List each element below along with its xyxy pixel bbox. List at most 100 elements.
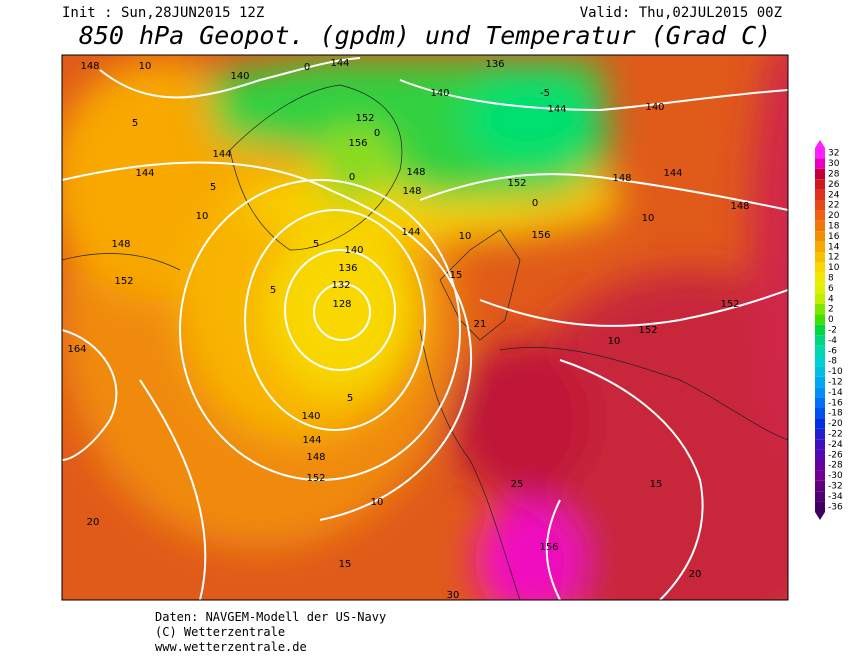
contour-label: 156 xyxy=(531,230,550,241)
contour-label: 148 xyxy=(612,173,631,184)
colorbar-label: 4 xyxy=(828,294,834,304)
contour-label: 10 xyxy=(608,336,621,347)
map-title: 850 hPa Geopot. (gpdm) und Temperatur (G… xyxy=(79,21,771,50)
colorbar-swatch xyxy=(815,439,825,450)
colorbar-label: 16 xyxy=(828,232,840,242)
footer-url: www.wetterzentrale.de xyxy=(155,640,307,654)
colorbar-label: 2 xyxy=(828,305,834,315)
colorbar-label: 28 xyxy=(828,170,840,180)
contour-label: 20 xyxy=(87,517,100,528)
contour-label: 144 xyxy=(330,58,349,69)
colorbar-label: 32 xyxy=(828,149,839,159)
colorbar-swatch xyxy=(815,252,825,263)
contour-label: 0 xyxy=(374,128,380,139)
contour-label: 152 xyxy=(638,325,657,336)
contour-label: 148 xyxy=(306,452,325,463)
contour-label: 5 xyxy=(210,182,216,193)
contour-label: 10 xyxy=(139,61,152,72)
colorbar-label: -16 xyxy=(828,398,843,408)
colorbar-swatch xyxy=(815,460,825,471)
colorbar-label: -14 xyxy=(828,388,843,398)
map-frame xyxy=(61,54,789,601)
contour-label: 144 xyxy=(302,435,321,446)
colorbar-swatch xyxy=(815,501,825,512)
contour-label: 5 xyxy=(132,118,138,129)
contour-label: 10 xyxy=(371,497,384,508)
contour-label: 152 xyxy=(720,299,739,310)
colorbar-bottom-arrow xyxy=(815,512,825,520)
valid-time: Valid: Thu,02JUL2015 00Z xyxy=(580,5,782,21)
contour-label: 15 xyxy=(650,479,663,490)
colorbar-label: -24 xyxy=(828,440,843,450)
contour-label: 132 xyxy=(331,280,350,291)
colorbar-swatch xyxy=(815,470,825,481)
colorbar-label: 12 xyxy=(828,253,839,263)
colorbar-swatch xyxy=(815,387,825,398)
colorbar-label: -4 xyxy=(828,336,837,346)
colorbar-label: -8 xyxy=(828,357,837,367)
colorbar-label: 10 xyxy=(828,263,840,273)
contour-label: 0 xyxy=(532,198,538,209)
colorbar-label: 18 xyxy=(828,222,840,232)
contour-label: 144 xyxy=(663,168,682,179)
colorbar-swatch xyxy=(815,491,825,502)
contour-label: 152 xyxy=(355,113,374,124)
contour-label: 156 xyxy=(539,542,558,553)
colorbar-label: 0 xyxy=(828,315,834,325)
colorbar-top-arrow xyxy=(815,140,825,148)
contour-label: 152 xyxy=(306,473,325,484)
footer-source: Daten: NAVGEM-Modell der US-Navy xyxy=(155,610,386,624)
contour-label: 136 xyxy=(485,59,504,70)
colorbar-swatch xyxy=(815,241,825,252)
colorbar-swatch xyxy=(815,231,825,242)
contour-label: 152 xyxy=(114,276,133,287)
colorbar-swatch xyxy=(815,324,825,336)
colorbar-label: 26 xyxy=(828,180,840,190)
contour-label: 5 xyxy=(347,393,353,404)
contour-label: 148 xyxy=(80,61,99,72)
colorbar-swatch xyxy=(815,304,825,315)
contour-label: 0 xyxy=(304,62,310,73)
colorbar-label: 30 xyxy=(828,159,840,169)
contour-label: 30 xyxy=(447,590,460,601)
contour-label: 144 xyxy=(212,149,231,160)
contour-label: 5 xyxy=(313,239,319,250)
colorbar-swatch xyxy=(815,480,825,492)
colorbar-swatch xyxy=(815,335,825,346)
colorbar-swatch xyxy=(815,189,825,200)
init-time: Init : Sun,28JUN2015 12Z xyxy=(62,5,264,21)
colorbar-label: -28 xyxy=(828,461,843,471)
contour-label: 21 xyxy=(474,319,487,330)
colorbar-swatch xyxy=(815,210,825,221)
colorbar-label: -22 xyxy=(828,430,843,440)
colorbar-swatch xyxy=(815,293,825,304)
contour-label: 148 xyxy=(111,239,130,250)
colorbar-swatch xyxy=(815,366,825,377)
footer-copyright: (C) Wetterzentrale xyxy=(155,625,285,639)
colorbar-swatch xyxy=(815,200,825,211)
contour-label: 148 xyxy=(730,201,749,212)
contour-label: 140 xyxy=(230,71,249,82)
contour-label: 164 xyxy=(67,344,86,355)
contour-label: 136 xyxy=(338,263,357,274)
colorbar-swatch xyxy=(815,158,825,169)
colorbar-label: -18 xyxy=(828,409,843,419)
colorbar-label: 24 xyxy=(828,190,840,200)
contour-label: 10 xyxy=(196,211,209,222)
contour-label: 25 xyxy=(511,479,524,490)
contour-label: 0 xyxy=(349,172,355,183)
colorbar-swatch xyxy=(815,449,825,460)
contour-label: -5 xyxy=(540,88,550,99)
colorbar-label: -26 xyxy=(828,450,843,460)
colorbar-label: -6 xyxy=(828,346,837,356)
colorbar-label: -20 xyxy=(828,419,843,429)
colorbar-label: -32 xyxy=(828,482,843,492)
contour-label: 140 xyxy=(645,102,664,113)
contour-label: 156 xyxy=(348,138,367,149)
colorbar-swatch xyxy=(815,314,825,325)
contour-label: 140 xyxy=(430,88,449,99)
colorbar-label: -30 xyxy=(828,471,843,481)
colorbar-swatch xyxy=(815,272,825,284)
